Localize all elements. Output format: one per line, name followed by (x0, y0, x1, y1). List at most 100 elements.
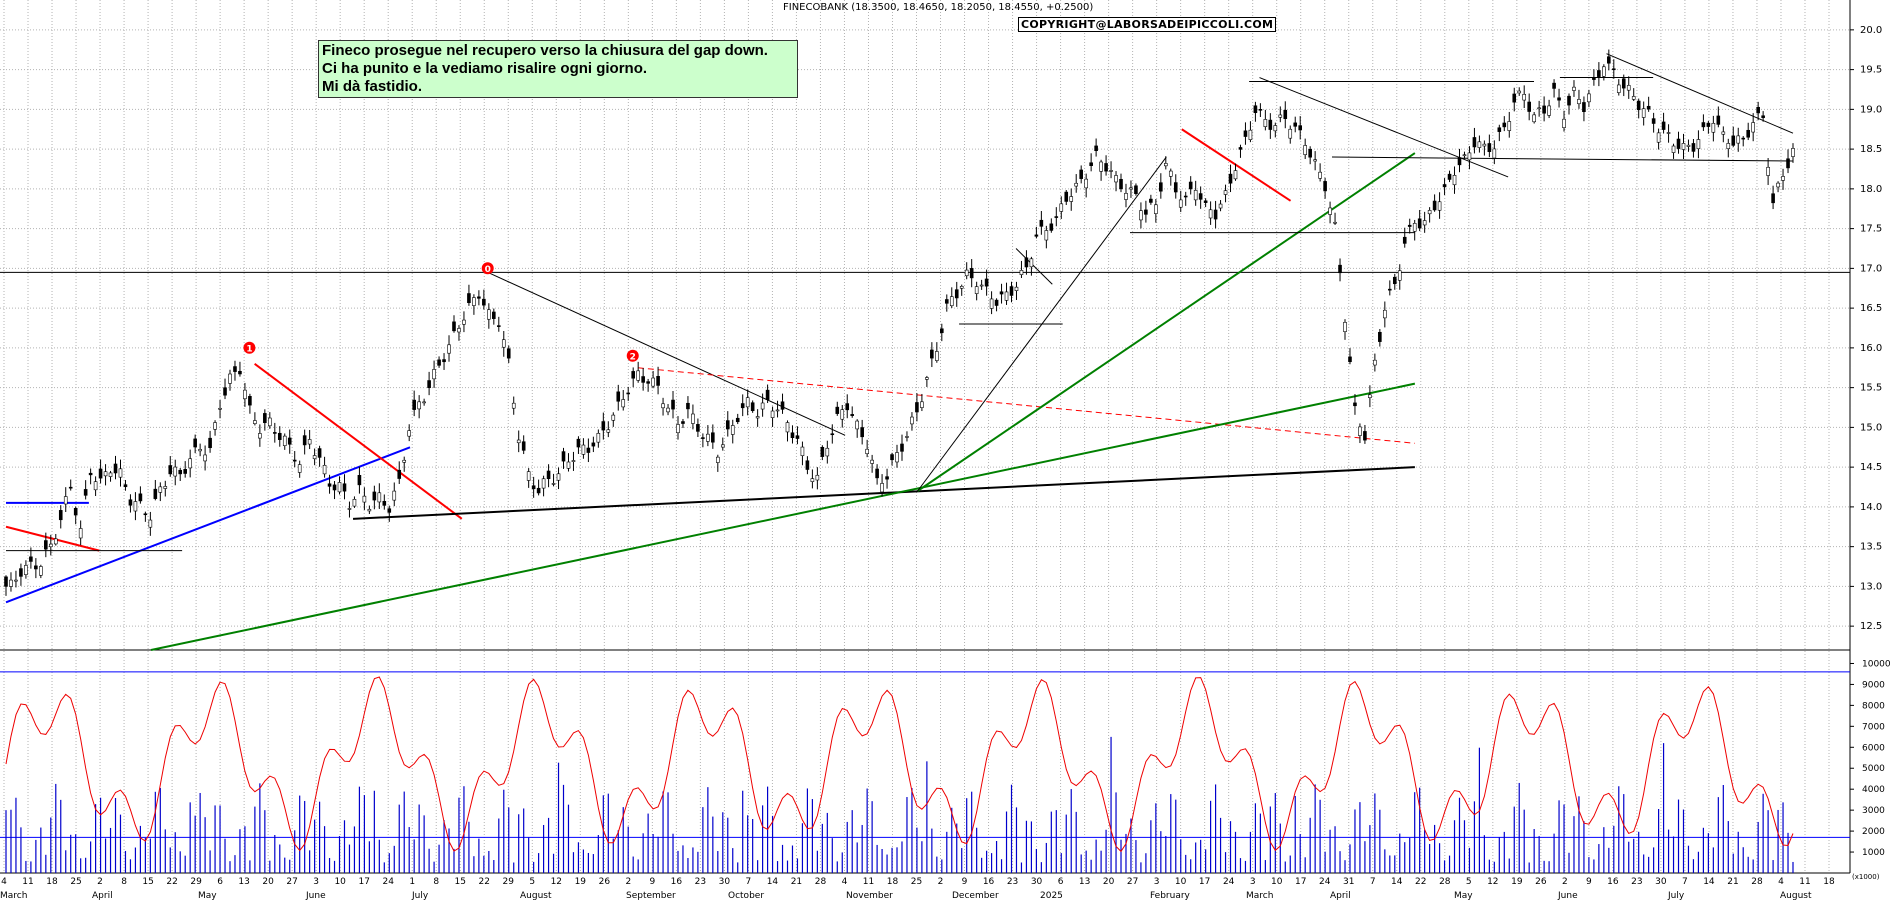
candle-body (1004, 291, 1009, 301)
candle-body (1671, 145, 1676, 153)
x-day-label: 5 (1466, 877, 1472, 887)
candle-body (1537, 107, 1541, 110)
x-day-label: 4 (842, 877, 848, 887)
wave-label: 2 (630, 352, 636, 362)
x-day-label: 28 (815, 877, 827, 887)
candle-body (44, 540, 48, 550)
osc-tick-label: 1000 (1862, 848, 1885, 858)
annotation-note: Fineco prosegue nel recupero verso la ch… (318, 40, 798, 98)
x-day-label: 4 (1778, 877, 1784, 887)
candle-body (855, 420, 859, 430)
candle-body (676, 424, 680, 434)
candle-body (1343, 322, 1347, 332)
x-day-label: 14 (1703, 877, 1715, 887)
osc-tick-label: 2000 (1862, 827, 1885, 837)
candle-body (586, 447, 591, 453)
candle-body (218, 407, 222, 410)
candle-body (1203, 200, 1208, 203)
candle-body (407, 430, 411, 437)
candle-body (915, 402, 919, 413)
x-day-label: 11 (1799, 877, 1810, 887)
candle-body (905, 436, 909, 438)
candle-body (566, 461, 571, 469)
candle-body (1183, 195, 1188, 198)
candle-body (1094, 145, 1098, 152)
candle-body (442, 359, 446, 363)
candle-body (188, 458, 192, 469)
candle-body (447, 344, 451, 354)
candle-body (1427, 210, 1432, 215)
x-day-label: 28 (1751, 877, 1763, 887)
candle-body (332, 484, 337, 491)
x-month-label: April (92, 891, 113, 901)
candle-body (39, 566, 43, 576)
candle-body (920, 401, 924, 408)
candle-body (895, 452, 899, 463)
candle-body (1731, 135, 1736, 146)
x-day-label: 30 (1031, 877, 1043, 887)
candle-body (1059, 203, 1064, 212)
candle-body (1149, 198, 1153, 203)
candle-body (1064, 191, 1069, 202)
candle-body (492, 311, 496, 319)
candle-body (984, 278, 989, 287)
candle-body (1626, 85, 1631, 91)
candle-body (581, 444, 586, 455)
candle-body (1562, 118, 1566, 128)
candle-body (1273, 125, 1278, 132)
candle-body (511, 402, 516, 409)
candle-body (1134, 185, 1138, 194)
candle-body (1646, 105, 1651, 110)
candle-body (1676, 138, 1681, 149)
candle-body (98, 468, 103, 479)
candle-body (1716, 115, 1721, 125)
candle-body (277, 432, 282, 440)
candle-body (1482, 143, 1487, 147)
candle-body (556, 473, 561, 481)
candle-body (940, 328, 944, 334)
candle-body (148, 519, 153, 528)
candle-body (701, 437, 705, 439)
osc-tick-label: 6000 (1862, 743, 1885, 753)
candle-body (1567, 95, 1571, 106)
candle-body (253, 420, 257, 424)
candle-body (1353, 402, 1357, 407)
candle-body (944, 299, 949, 304)
y-tick-label: 20.0 (1860, 25, 1882, 36)
candle-body (1507, 121, 1512, 131)
trendline-red (1181, 128, 1292, 202)
y-tick-label: 18.0 (1860, 184, 1882, 195)
candle-body (238, 370, 242, 375)
candle-body (1666, 132, 1671, 134)
candle-body (1308, 148, 1312, 158)
trendline-red (254, 362, 463, 520)
support-short (1332, 156, 1794, 162)
candle-body (327, 483, 332, 487)
candle-body (392, 490, 397, 501)
x-day-label: 9 (962, 877, 968, 887)
x-day-label: 24 (1319, 877, 1331, 887)
x-day-label: 7 (1370, 877, 1376, 887)
candle-body (93, 481, 98, 491)
x-day-label: 15 (142, 877, 153, 887)
candle-body (1099, 161, 1103, 172)
candle-body (1592, 77, 1596, 80)
candle-body (1661, 121, 1666, 130)
candle-body (432, 369, 436, 380)
candle-body (750, 402, 755, 412)
x-day-label: 2 (1562, 877, 1568, 887)
candle-body (930, 349, 934, 359)
x-day-label: 6 (1058, 877, 1064, 887)
candle-body (994, 299, 999, 306)
candle-body (1746, 129, 1751, 138)
x-day-label: 30 (1655, 877, 1667, 887)
candle-body (1761, 115, 1765, 118)
candle-body (1139, 210, 1143, 221)
x-day-label: 2 (97, 877, 103, 887)
trendline-green (150, 382, 1416, 651)
candle-body (1034, 234, 1039, 237)
candle-body (19, 568, 23, 577)
candle-body (387, 508, 392, 513)
annotation-line: Mi dà fastidio. (322, 78, 423, 95)
x-day-label: 22 (166, 877, 177, 887)
